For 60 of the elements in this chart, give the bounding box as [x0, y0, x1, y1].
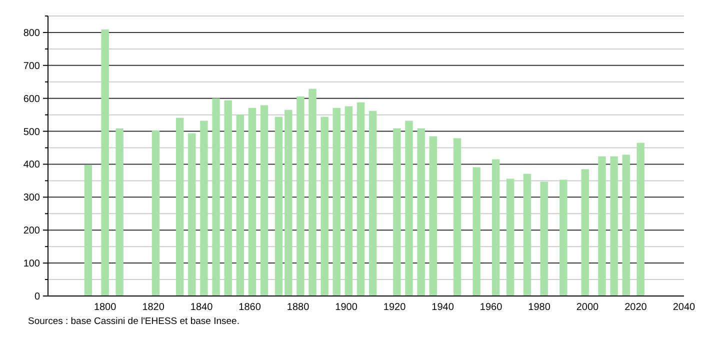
- bar: [598, 156, 606, 296]
- bar: [101, 30, 109, 296]
- bar: [472, 167, 480, 296]
- x-tick-label: 2020: [624, 302, 648, 313]
- bar: [344, 106, 353, 296]
- bar: [581, 169, 589, 296]
- x-tick-label: 1880: [286, 302, 310, 313]
- x-tick-label: 2040: [672, 302, 696, 313]
- y-tick-label: 800: [23, 28, 40, 39]
- bar: [212, 98, 220, 296]
- bar: [308, 88, 316, 296]
- bar: [405, 120, 413, 296]
- bar: [540, 182, 548, 296]
- bar: [260, 105, 268, 296]
- bar: [492, 159, 500, 296]
- y-tick-label: 500: [23, 126, 40, 138]
- y-tick-label: 600: [23, 94, 40, 105]
- bar: [622, 154, 630, 296]
- bar: [152, 130, 160, 296]
- bar: [506, 178, 514, 296]
- x-tick-label: 1940: [432, 302, 454, 313]
- bar: [84, 164, 92, 296]
- bar: [610, 156, 618, 296]
- bar: [176, 118, 184, 296]
- bar: [332, 108, 340, 296]
- y-tick-label: 200: [23, 226, 40, 237]
- source-note: Sources : base Cassini de l'EHESS et base Insee.: [28, 316, 240, 327]
- bar: [248, 108, 256, 296]
- bar: [320, 116, 328, 296]
- y-tick-label: 0: [34, 292, 40, 302]
- y-tick-label: 400: [23, 160, 40, 171]
- bar: [116, 128, 124, 296]
- bar: [393, 128, 401, 296]
- bar: [284, 110, 292, 296]
- x-tick-label: 1820: [142, 302, 165, 313]
- x-tick-label: 2000: [576, 302, 600, 313]
- bar: [236, 114, 244, 296]
- bar: [636, 142, 644, 296]
- x-tick-label: 1860: [238, 302, 262, 313]
- bar: [356, 102, 365, 296]
- y-tick-label: 100: [23, 258, 40, 270]
- x-tick-label: 1960: [480, 302, 503, 313]
- bar: [200, 120, 208, 296]
- bar: [560, 180, 568, 296]
- bar: [274, 116, 283, 296]
- x-tick-label: 1840: [190, 302, 214, 313]
- x-tick-label: 1800: [94, 302, 117, 313]
- bar: [429, 136, 437, 296]
- bar: [523, 174, 532, 296]
- bar: [368, 110, 377, 296]
- x-tick-label: 1900: [335, 302, 358, 313]
- bar: [296, 96, 304, 296]
- x-tick-label: 1980: [528, 302, 551, 313]
- bar: [453, 138, 462, 296]
- bar: [224, 100, 232, 296]
- x-tick-label: 1920: [383, 302, 406, 313]
- y-tick-label: 700: [23, 60, 40, 72]
- y-tick-label: 300: [23, 192, 40, 204]
- bar: [417, 128, 425, 296]
- bar: [188, 133, 196, 296]
